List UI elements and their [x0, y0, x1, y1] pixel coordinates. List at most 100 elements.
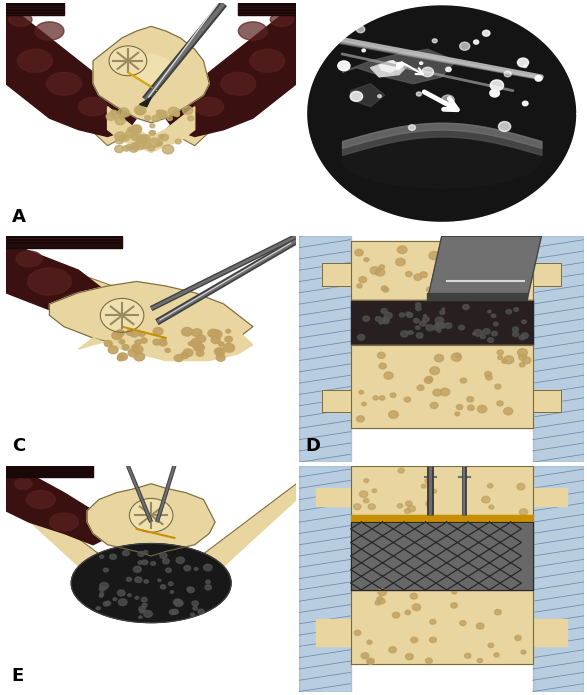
Circle shape — [119, 108, 129, 116]
Circle shape — [399, 313, 404, 317]
Text: D: D — [305, 437, 320, 455]
Circle shape — [131, 345, 139, 350]
Circle shape — [144, 580, 149, 583]
Circle shape — [408, 505, 416, 512]
Circle shape — [192, 601, 198, 606]
Circle shape — [109, 46, 147, 76]
Circle shape — [430, 367, 440, 375]
Circle shape — [384, 372, 393, 379]
Circle shape — [497, 350, 504, 355]
Circle shape — [106, 113, 116, 120]
Ellipse shape — [18, 49, 52, 72]
Circle shape — [223, 343, 235, 352]
Circle shape — [382, 318, 389, 324]
Circle shape — [427, 287, 432, 292]
Circle shape — [136, 107, 146, 115]
Circle shape — [114, 132, 126, 141]
Circle shape — [194, 568, 198, 571]
Circle shape — [473, 332, 475, 335]
Circle shape — [188, 116, 194, 121]
Circle shape — [350, 91, 363, 101]
Circle shape — [142, 142, 150, 149]
Circle shape — [194, 344, 203, 351]
Circle shape — [217, 354, 225, 361]
Circle shape — [397, 246, 407, 254]
Polygon shape — [533, 236, 584, 462]
Circle shape — [367, 640, 372, 644]
Circle shape — [460, 621, 466, 626]
Circle shape — [442, 308, 445, 311]
Circle shape — [338, 61, 350, 71]
Circle shape — [168, 582, 173, 586]
Circle shape — [153, 327, 163, 335]
Circle shape — [160, 340, 167, 346]
Ellipse shape — [9, 13, 32, 26]
Circle shape — [379, 363, 386, 369]
Circle shape — [184, 566, 191, 571]
Circle shape — [420, 62, 423, 65]
Polygon shape — [533, 488, 567, 506]
Polygon shape — [299, 236, 584, 462]
Circle shape — [364, 479, 369, 482]
Circle shape — [400, 331, 408, 337]
Circle shape — [130, 142, 140, 150]
Circle shape — [481, 335, 485, 338]
Circle shape — [126, 145, 133, 149]
Circle shape — [158, 579, 161, 582]
Circle shape — [381, 286, 387, 291]
Ellipse shape — [35, 22, 64, 40]
Circle shape — [377, 596, 383, 601]
Circle shape — [455, 412, 460, 416]
Circle shape — [390, 393, 396, 398]
Circle shape — [519, 363, 525, 367]
Circle shape — [406, 501, 412, 506]
Circle shape — [172, 610, 178, 614]
Circle shape — [157, 141, 163, 145]
Circle shape — [396, 67, 400, 70]
Circle shape — [535, 76, 542, 81]
Circle shape — [375, 600, 380, 605]
Circle shape — [114, 145, 124, 152]
Circle shape — [151, 562, 156, 565]
Polygon shape — [533, 619, 567, 646]
Circle shape — [211, 336, 220, 343]
Circle shape — [463, 281, 471, 288]
Text: C: C — [12, 437, 25, 455]
Circle shape — [512, 327, 518, 332]
Circle shape — [123, 550, 129, 556]
Circle shape — [378, 589, 386, 596]
Circle shape — [117, 355, 124, 361]
Circle shape — [117, 590, 125, 596]
Circle shape — [108, 346, 118, 354]
Polygon shape — [6, 3, 137, 136]
Circle shape — [467, 397, 474, 402]
Circle shape — [191, 338, 200, 345]
Circle shape — [522, 357, 531, 363]
Circle shape — [417, 385, 424, 391]
Ellipse shape — [342, 131, 541, 188]
Ellipse shape — [221, 72, 256, 95]
Ellipse shape — [250, 49, 285, 72]
Circle shape — [372, 489, 377, 493]
Circle shape — [490, 273, 498, 279]
Circle shape — [490, 80, 504, 90]
Circle shape — [473, 256, 483, 264]
Ellipse shape — [60, 293, 97, 316]
Circle shape — [129, 498, 173, 532]
Circle shape — [397, 504, 403, 508]
Circle shape — [153, 339, 161, 345]
Circle shape — [504, 71, 511, 77]
Circle shape — [441, 95, 454, 105]
Circle shape — [362, 402, 366, 406]
Circle shape — [160, 584, 166, 589]
Circle shape — [452, 591, 457, 594]
Circle shape — [498, 356, 502, 359]
Circle shape — [413, 318, 419, 323]
Circle shape — [482, 496, 490, 503]
Polygon shape — [316, 488, 350, 506]
Circle shape — [426, 500, 434, 507]
Circle shape — [135, 577, 142, 582]
Circle shape — [474, 329, 483, 336]
Polygon shape — [427, 293, 527, 300]
Polygon shape — [350, 240, 533, 300]
